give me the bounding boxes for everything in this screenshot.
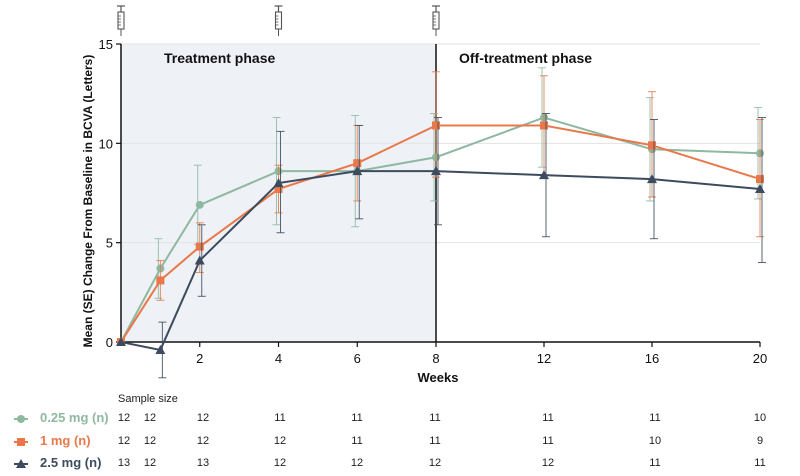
y-tick-label: 5 bbox=[106, 236, 113, 251]
data-point bbox=[195, 200, 204, 209]
sample-size-cell: 13 bbox=[117, 457, 131, 469]
x-axis-label: Weeks bbox=[418, 370, 459, 385]
sample-size-cell: 11 bbox=[351, 435, 363, 447]
x-tick-label: 6 bbox=[354, 351, 361, 366]
sample-size-row: 2.5 mg (n) 13 12 13 12 12 12 12 11 11 bbox=[0, 455, 800, 473]
sample-size-row: 1 mg (n) 12 12 12 12 11 11 11 10 9 bbox=[0, 433, 800, 451]
sample-size-cell: 12 bbox=[143, 412, 157, 424]
data-point bbox=[156, 276, 165, 285]
x-axis-ticks: 2 4 6 8 12 16 20 bbox=[196, 342, 767, 366]
y-axis-ticks: 0 5 10 15 bbox=[99, 37, 121, 350]
sample-size-cell: 12 bbox=[196, 435, 210, 447]
data-point bbox=[648, 141, 656, 150]
sample-size-cell: 12 bbox=[117, 435, 131, 447]
data-point bbox=[647, 174, 657, 184]
sample-size-cell: 11 bbox=[649, 412, 661, 424]
data-point bbox=[755, 184, 765, 194]
y-tick-label: 10 bbox=[99, 136, 113, 151]
sample-size-cell: 9 bbox=[756, 435, 764, 447]
sample-size-row: 0.25 mg (n) 12 12 12 11 11 11 11 11 10 bbox=[0, 410, 800, 428]
axes bbox=[120, 44, 760, 343]
sample-size-cell: 11 bbox=[274, 412, 286, 424]
sample-size-cell: 11 bbox=[542, 435, 554, 447]
x-tick-label: 16 bbox=[645, 351, 659, 366]
legend-marker bbox=[14, 438, 28, 446]
syringe-icon bbox=[117, 5, 125, 36]
series-2 bbox=[116, 113, 766, 379]
bcva-line-chart: Treatment phase Off-treatment phase 0 5 10… bbox=[81, 5, 767, 385]
data-point bbox=[155, 344, 166, 354]
x-tick-label: 4 bbox=[275, 351, 282, 366]
sample-size-cell: 12 bbox=[196, 412, 210, 424]
sample-size-cell: 12 bbox=[143, 457, 157, 469]
data-point bbox=[432, 121, 440, 130]
sample-size-cell: 12 bbox=[350, 457, 364, 469]
sample-size-label: 2.5 mg (n) bbox=[40, 455, 102, 470]
sample-size-cell: 12 bbox=[143, 435, 157, 447]
sample-size-label: 0.25 mg (n) bbox=[40, 410, 109, 425]
sample-size-cell: 13 bbox=[196, 457, 210, 469]
data-point bbox=[195, 242, 204, 251]
sample-size-cell: 10 bbox=[648, 435, 662, 447]
sample-size-label: 1 mg (n) bbox=[40, 433, 91, 448]
syringe-icon bbox=[274, 5, 283, 36]
series-group bbox=[116, 67, 766, 379]
sample-size-cell: 12 bbox=[428, 457, 442, 469]
data-point bbox=[539, 170, 549, 180]
data-point bbox=[540, 121, 548, 130]
sample-size-cell: 11 bbox=[542, 412, 554, 424]
data-point bbox=[352, 166, 363, 176]
sample-size-cell: 11 bbox=[649, 457, 661, 469]
syringe-icon bbox=[432, 5, 440, 36]
y-tick-label: 15 bbox=[99, 37, 113, 52]
y-tick-label: 0 bbox=[106, 335, 113, 350]
injection-markers bbox=[117, 5, 440, 36]
sample-size-cell: 12 bbox=[117, 412, 131, 424]
x-tick-label: 20 bbox=[753, 351, 767, 366]
sample-size-cell: 11 bbox=[429, 412, 441, 424]
sample-size-cell: 11 bbox=[754, 457, 766, 469]
sample-size-cell: 10 bbox=[753, 412, 767, 424]
x-tick-label: 8 bbox=[432, 351, 439, 366]
data-point bbox=[274, 185, 283, 194]
data-point bbox=[194, 255, 205, 265]
off-treatment-phase-label: Off-treatment phase bbox=[459, 50, 592, 66]
treatment-phase-label: Treatment phase bbox=[164, 50, 275, 66]
sample-size-cell: 12 bbox=[273, 457, 287, 469]
data-point bbox=[116, 337, 126, 346]
series-1 bbox=[117, 71, 764, 346]
data-point bbox=[353, 159, 362, 168]
y-axis-label: Mean (SE) Change From Baseline in BCVA (… bbox=[81, 55, 95, 348]
data-point bbox=[431, 166, 441, 176]
sample-size-cell: 12 bbox=[273, 435, 287, 447]
data-point bbox=[273, 178, 284, 188]
sample-size-cell: 11 bbox=[351, 412, 363, 424]
sample-size-title: Sample size bbox=[118, 393, 178, 405]
legend-marker bbox=[14, 415, 28, 423]
legend-marker bbox=[14, 459, 28, 468]
x-tick-label: 12 bbox=[537, 351, 551, 366]
x-tick-label: 2 bbox=[196, 351, 203, 366]
data-point bbox=[756, 175, 764, 184]
sample-size-cell: 11 bbox=[429, 435, 441, 447]
sample-size-cell: 12 bbox=[541, 457, 555, 469]
